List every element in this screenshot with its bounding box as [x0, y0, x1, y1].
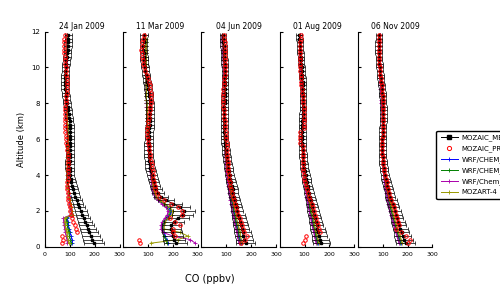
Title: 06 Nov 2009: 06 Nov 2009 — [371, 22, 420, 31]
Title: 01 Aug 2009: 01 Aug 2009 — [292, 22, 342, 31]
Text: CO (ppbv): CO (ppbv) — [185, 274, 235, 284]
Y-axis label: Altitude (km): Altitude (km) — [16, 112, 26, 167]
Title: 24 Jan 2009: 24 Jan 2009 — [60, 22, 105, 31]
Legend: MOZAIC_MEAN, MOZAIC_PROF, WRF/CHEM_BMJ, WRF/CHEM_KF, WRF/Chem_GD, MOZART-4: MOZAIC_MEAN, MOZAIC_PROF, WRF/CHEM_BMJ, … — [436, 131, 500, 199]
Title: 11 Mar 2009: 11 Mar 2009 — [136, 22, 184, 31]
Title: 04 Jun 2009: 04 Jun 2009 — [216, 22, 262, 31]
